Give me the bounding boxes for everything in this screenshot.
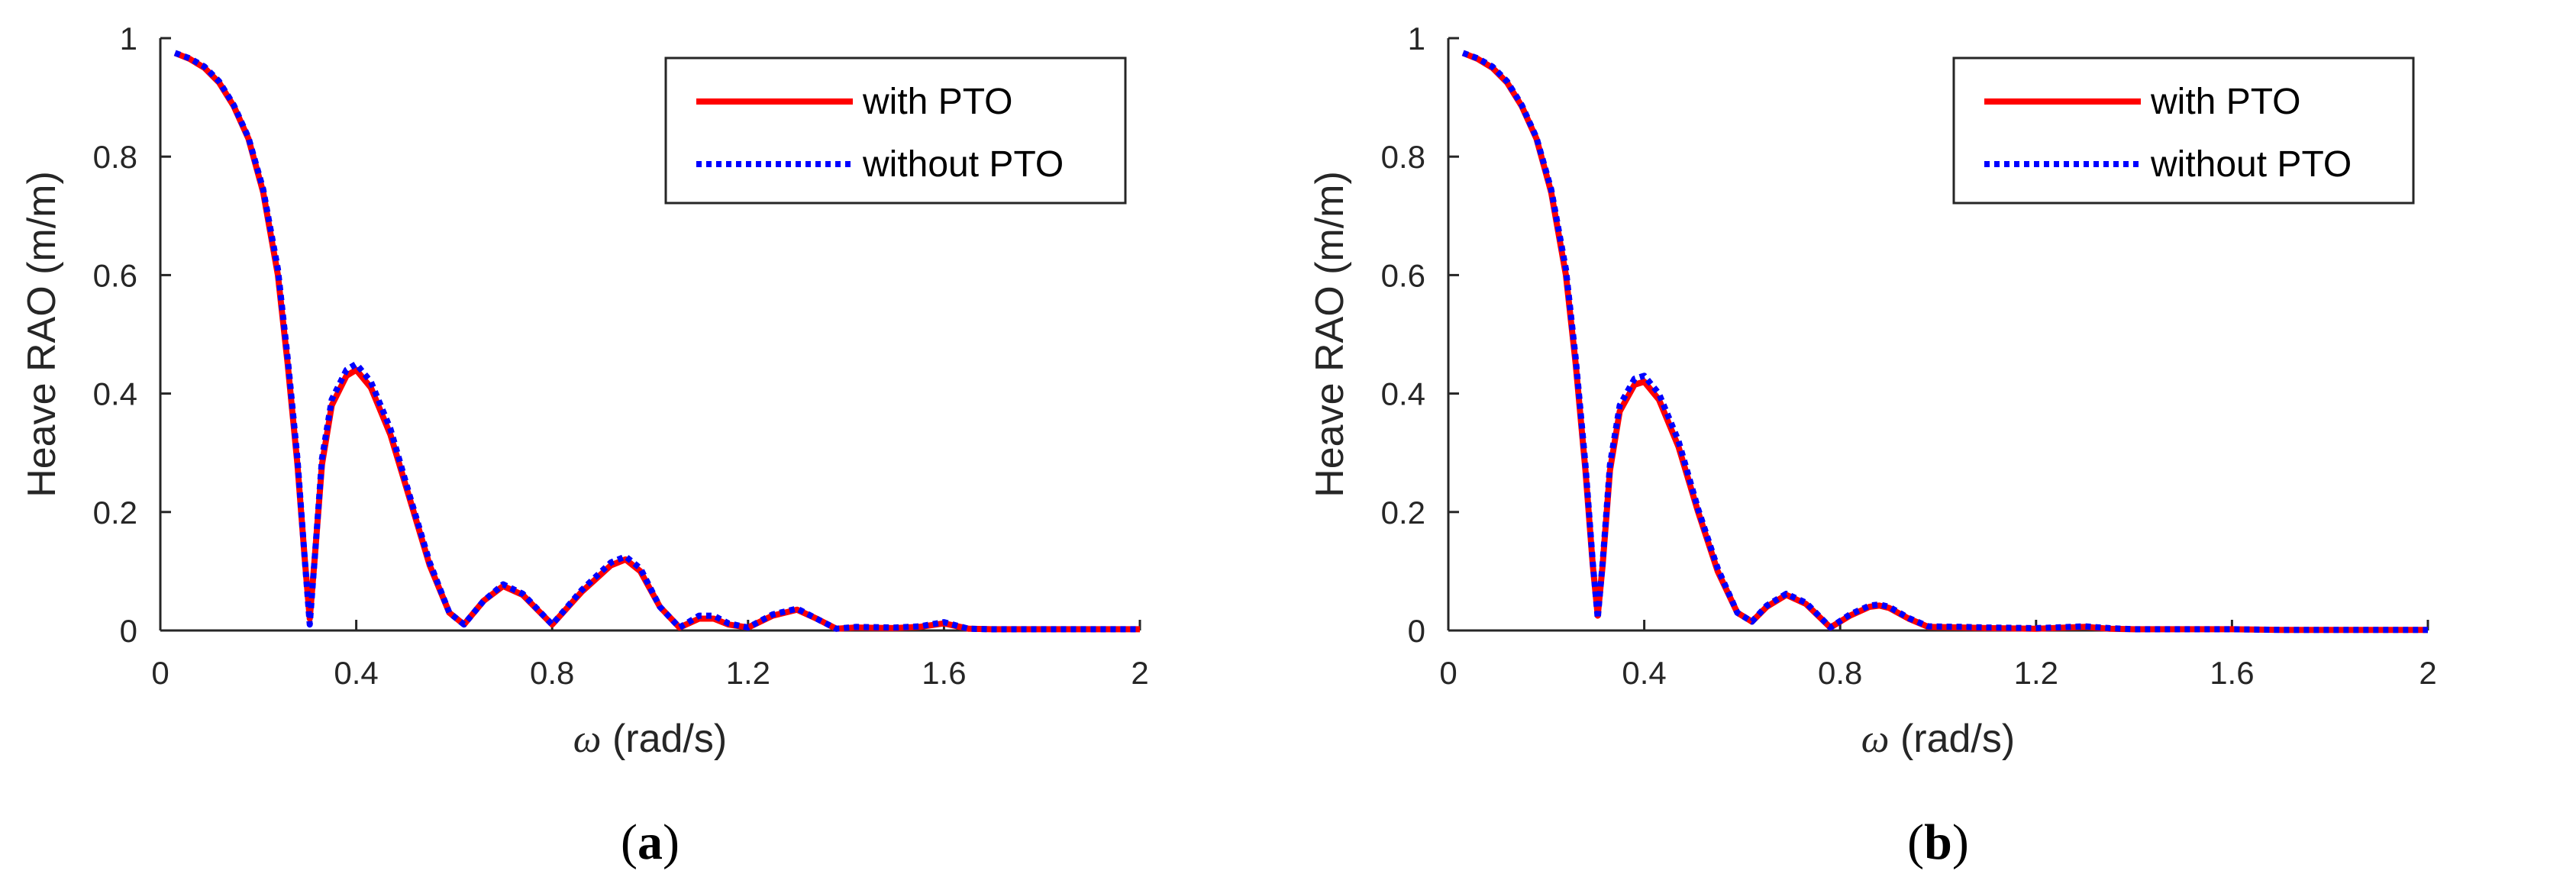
x-axis-unit: (rad/s) [1900, 717, 2015, 761]
panel-caption: (b) [1907, 814, 1969, 870]
x-tick-label: 0.8 [530, 655, 574, 691]
x-tick-label: 1.2 [726, 655, 770, 691]
y-tick-label: 0.2 [1381, 495, 1425, 530]
y-tick-label: 1 [1408, 21, 1425, 56]
x-tick-label: 0.4 [1622, 655, 1666, 691]
chart-b: 0 0.4 0.8 1.2 1.6 2 0 0.2 0.4 0.6 0.8 1 ω (rad/s) Hea… [1308, 21, 2437, 870]
chart-a: 0 0.4 0.8 1.2 1.6 2 0 0.2 0.4 0.6 0.8 1 ω (rad/s) Hea… [20, 21, 1149, 870]
panel-caption: (a) [621, 814, 680, 870]
y-tick-label: 0.8 [93, 139, 137, 175]
x-tick-label: 0 [1439, 655, 1457, 691]
legend: with PTO without PTO [1952, 56, 2415, 205]
y-tick-label: 0 [120, 613, 137, 649]
legend-box [664, 56, 1127, 205]
panel-caption-letter: a [638, 814, 663, 870]
x-tick-label: 0 [151, 655, 169, 691]
omega-symbol: ω [573, 717, 602, 761]
y-tick-label: 0 [1408, 613, 1425, 649]
y-tick-label: 0.2 [93, 495, 137, 530]
chart-panel-b: 0 0.4 0.8 1.2 1.6 2 0 0.2 0.4 0.6 0.8 1 ω (rad/s) Hea… [1288, 0, 2576, 890]
y-tick-label: 0.6 [1381, 257, 1425, 293]
series-line-without-pto [173, 50, 1140, 633]
y-tick-label: 0.6 [93, 257, 137, 293]
x-axis-unit: (rad/s) [612, 717, 727, 761]
x-axis-label: ω (rad/s) [1861, 717, 2015, 761]
x-tick-label: 0.4 [334, 655, 378, 691]
legend-label-without-pto: without PTO [862, 144, 1064, 185]
x-axis-label: ω (rad/s) [573, 717, 727, 761]
x-tick-label: 1.6 [922, 655, 966, 691]
legend-label-with-pto: with PTO [862, 82, 1013, 122]
y-axis-label: Heave RAO (m/m) [20, 171, 64, 498]
x-tick-label: 1.6 [2210, 655, 2254, 691]
legend-label-without-pto: without PTO [2150, 144, 2352, 185]
y-tick-label: 0.4 [1381, 376, 1425, 412]
x-tick-label: 2 [1131, 655, 1148, 691]
series-line-without-pto [1461, 50, 2428, 634]
omega-symbol: ω [1861, 717, 1890, 761]
y-tick-label: 0.8 [1381, 139, 1425, 175]
y-tick-label: 0.4 [93, 376, 137, 412]
chart-panel-a: 0 0.4 0.8 1.2 1.6 2 0 0.2 0.4 0.6 0.8 1 ω (rad/s) Hea… [20, 21, 1149, 870]
y-axis-label: Heave RAO (m/m) [1308, 171, 1352, 498]
x-tick-label: 0.8 [1818, 655, 1862, 691]
x-tick-label: 1.2 [2014, 655, 2058, 691]
panel-caption-letter: b [1924, 814, 1952, 870]
legend-label-with-pto: with PTO [2150, 82, 2301, 122]
x-tick-label: 2 [2419, 655, 2436, 691]
legend: with PTO without PTO [664, 56, 1127, 205]
legend-box [1952, 56, 2415, 205]
y-tick-label: 1 [120, 21, 137, 56]
